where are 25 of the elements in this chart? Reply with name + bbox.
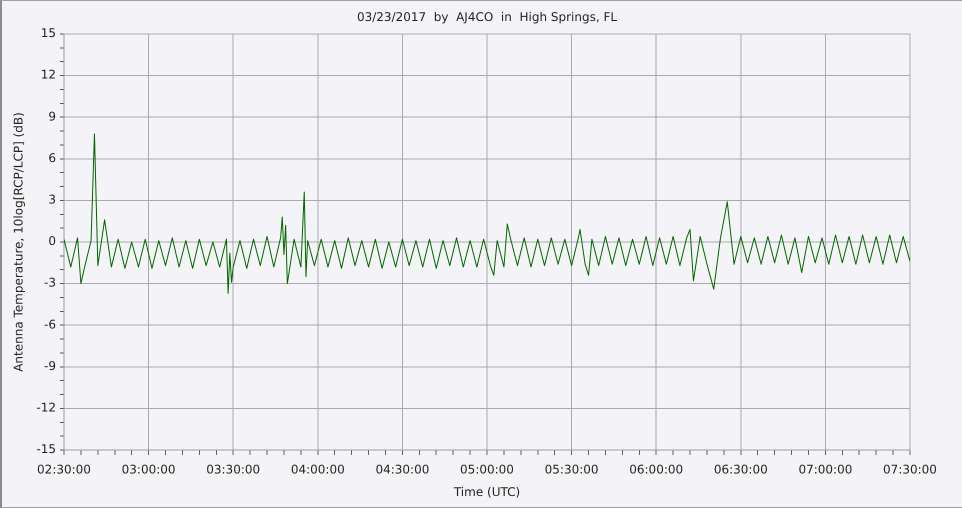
x-tick-label: 02:30:00 — [37, 462, 91, 476]
x-tick-label: 06:00:00 — [629, 462, 684, 476]
y-tick-label: 9 — [48, 109, 56, 124]
x-tick-label: 07:00:00 — [798, 462, 852, 476]
y-tick-label: 0 — [48, 234, 56, 248]
x-axis-title: Time (UTC) — [452, 484, 520, 499]
x-tick-label: 03:00:00 — [122, 462, 176, 476]
y-tick-label: 12 — [40, 68, 56, 82]
x-tick-label: 03:30:00 — [206, 462, 260, 476]
y-tick-label: -12 — [36, 400, 56, 415]
y-tick-label: -6 — [44, 317, 56, 332]
x-tick-label: 05:30:00 — [544, 462, 599, 476]
x-tick-label: 07:30:00 — [883, 462, 937, 476]
y-tick-label: -15 — [36, 442, 56, 456]
x-tick-label: 04:30:00 — [375, 462, 430, 476]
y-tick-label: 3 — [48, 192, 56, 207]
chart-title: 03/23/2017 by AJ4CO in High Springs, FL — [356, 10, 618, 24]
y-tick-label: 15 — [40, 26, 56, 40]
y-axis-title: Antenna Temperature, 10log[RCP/LCP] (dB) — [11, 112, 26, 372]
y-tick-label: -9 — [44, 358, 56, 373]
y-tick-label: -3 — [44, 276, 56, 290]
y-tick-label: 6 — [48, 150, 56, 165]
x-tick-label: 06:30:00 — [714, 462, 768, 476]
x-tick-label: 05:00:00 — [460, 462, 514, 476]
x-tick-label: 04:00:00 — [290, 462, 345, 476]
